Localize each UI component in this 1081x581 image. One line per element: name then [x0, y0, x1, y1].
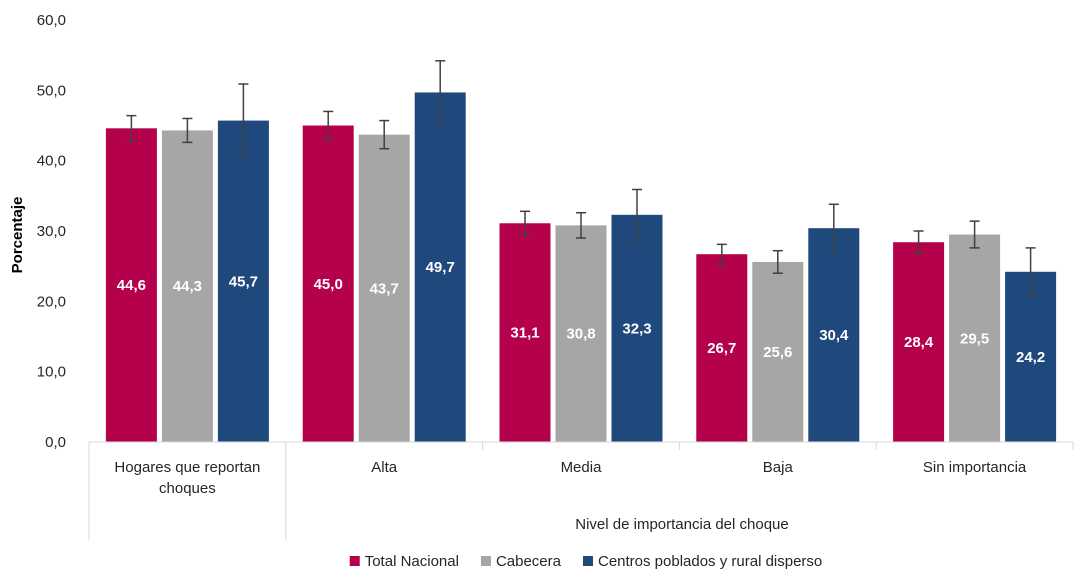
y-tick-label: 50,0: [37, 82, 66, 99]
data-label: 49,7: [426, 259, 455, 276]
legend: Total Nacional Cabecera Centros poblados y…: [349, 553, 822, 570]
x-category-label: choques: [159, 480, 216, 497]
legend-label: Centros poblados y rural disperso: [598, 553, 822, 570]
data-label: 30,4: [819, 327, 849, 344]
bar: [358, 134, 410, 443]
y-tick-label: 30,0: [37, 223, 66, 240]
data-label: 43,7: [370, 280, 399, 297]
bar: [499, 223, 551, 442]
data-label: 29,5: [960, 330, 989, 347]
bar: [808, 228, 860, 442]
legend-swatch: [480, 556, 491, 566]
bar: [302, 125, 354, 442]
x-axis: Hogares que reportan choques Alta Media Baja…: [88, 441, 1074, 540]
y-tick-label: 10,0: [37, 364, 66, 381]
data-label: 31,1: [510, 325, 539, 342]
bar: [217, 120, 269, 443]
legend-swatch: [582, 556, 593, 566]
data-label: 30,8: [566, 326, 595, 343]
y-axis-title: Porcentaje: [9, 197, 26, 274]
bar: [949, 234, 1001, 442]
bar: [105, 128, 157, 442]
legend-swatch: [349, 556, 360, 566]
x-axis-title: Nivel de importancia del choque: [575, 516, 788, 533]
x-category-label: Alta: [371, 459, 398, 476]
y-tick-label: 0,0: [45, 434, 66, 451]
data-label: 45,0: [314, 276, 343, 293]
y-axis: 0,0 10,0 20,0 30,0 40,0 50,0 60,0: [37, 12, 66, 451]
data-label: 28,4: [904, 334, 934, 351]
bar: [893, 242, 945, 442]
bar: [161, 130, 213, 442]
x-category-label: Baja: [763, 459, 794, 476]
data-label: 32,3: [622, 320, 651, 337]
x-category-label: Media: [561, 459, 603, 476]
x-category-label: Hogares que reportan: [114, 459, 260, 476]
legend-label: Total Nacional: [365, 553, 459, 570]
bar: [752, 261, 804, 442]
bar: [414, 92, 466, 443]
y-tick-label: 20,0: [37, 293, 66, 310]
legend-label: Cabecera: [496, 553, 562, 570]
bar: [1005, 271, 1057, 442]
bar: [611, 214, 663, 442]
bar: [696, 254, 748, 442]
data-label: 25,6: [763, 344, 792, 361]
y-tick-label: 60,0: [37, 12, 66, 29]
x-category-label: Sin importancia: [923, 459, 1027, 476]
data-label: 44,6: [117, 277, 146, 294]
data-label: 45,7: [229, 273, 258, 290]
bars-group: 44,6 44,3 45,7 45,0 43,7 49,7 31,1 30,8 32,3 26,7…: [105, 60, 1057, 443]
y-tick-label: 40,0: [37, 153, 66, 170]
bar: [555, 225, 607, 442]
data-label: 44,3: [173, 278, 202, 295]
data-label: 26,7: [707, 340, 736, 357]
data-label: 24,2: [1016, 349, 1045, 366]
